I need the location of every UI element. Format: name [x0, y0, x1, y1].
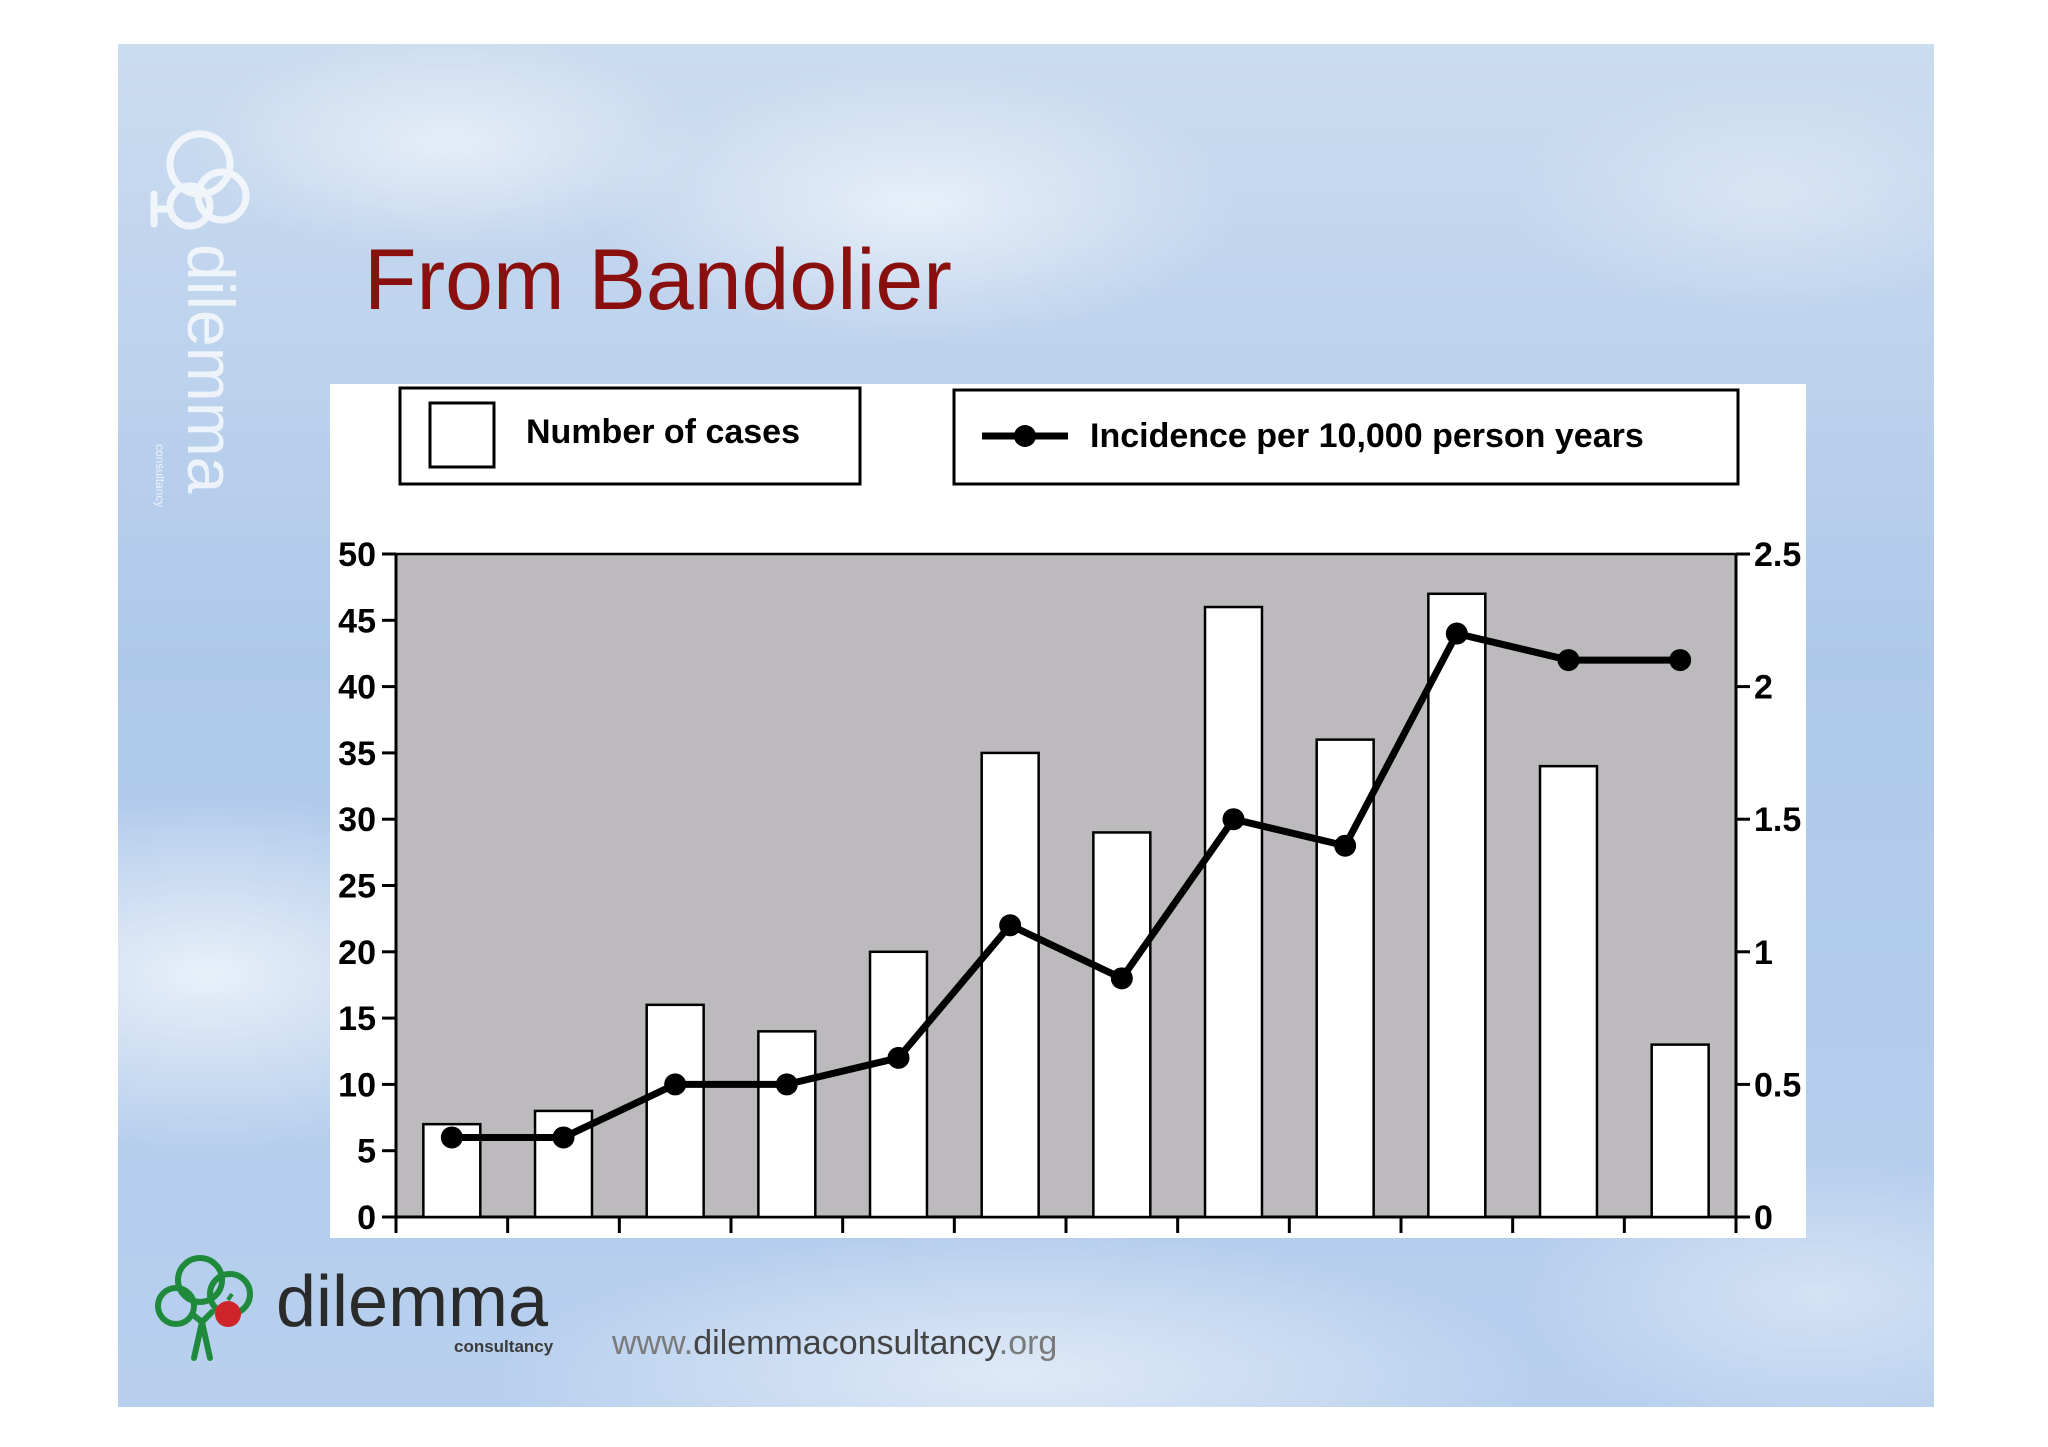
- incidence-point-1997: [1445, 622, 1468, 645]
- dilemma-side-logo: dilemma consultancy: [150, 130, 250, 507]
- svg-text:consultancy: consultancy: [153, 444, 167, 507]
- bars-group: [422, 592, 1710, 1219]
- bar-1999: [1650, 1043, 1710, 1219]
- x-tick-label: 1992: [861, 1237, 937, 1238]
- legend-label-cases: Number of cases: [526, 413, 800, 451]
- url-prefix: www.: [612, 1324, 694, 1362]
- left-tick-label: 35: [338, 735, 376, 773]
- dilemma-logo: dilemma consultancy: [155, 1255, 554, 1361]
- incidence-point-1993: [999, 914, 1022, 937]
- x-tick-label: 1994: [1084, 1237, 1160, 1238]
- legend-label-incidence: Incidence per 10,000 person years: [1090, 417, 1644, 455]
- legend-swatch-cases: [428, 401, 496, 469]
- bar-1993: [980, 751, 1040, 1219]
- left-tick-label: 20: [338, 934, 376, 972]
- brand-tagline: consultancy: [454, 1337, 554, 1356]
- left-tick-label: 40: [338, 669, 376, 707]
- x-tick-label: 1996: [1307, 1237, 1383, 1238]
- incidence-point-1998: [1557, 649, 1580, 672]
- website-url[interactable]: www.dilemmaconsultancy.org: [612, 1324, 1057, 1363]
- right-axis-ticks: 0 0.5 1 1.5 2 2.5: [1736, 536, 1801, 1237]
- plot-area: [394, 552, 1738, 1219]
- x-tick-label: 1991: [749, 1237, 825, 1238]
- url-suffix: .org: [998, 1324, 1058, 1362]
- right-tick-label: 0: [1754, 1199, 1773, 1237]
- left-tick-label: 30: [338, 801, 376, 839]
- brand-name: dilemma: [276, 1262, 549, 1342]
- right-tick-label: 1: [1754, 934, 1773, 972]
- legend-marker-incidence: [1014, 425, 1036, 447]
- x-tick-label: 1998: [1531, 1237, 1607, 1238]
- left-tick-label: 45: [338, 602, 376, 640]
- incidence-point-1990: [664, 1073, 687, 1096]
- left-axis-ticks: 0 5 10 15 20 25 30 35 40 45 50: [338, 536, 396, 1237]
- incidence-point-1991: [775, 1073, 798, 1096]
- incidence-point-1995: [1222, 808, 1245, 831]
- tree-icon: [155, 1255, 253, 1361]
- incidence-point-1992: [887, 1046, 910, 1069]
- bar-1991: [757, 1030, 817, 1219]
- slide-title: From Bandolier: [364, 232, 952, 328]
- right-tick-label: 2: [1754, 669, 1773, 707]
- chart-svg: Number of cases Incidence per 10,000 per…: [338, 386, 1801, 1238]
- bar-1998: [1538, 764, 1599, 1219]
- incidence-point-1999: [1669, 649, 1692, 672]
- svg-text:dilemma: dilemma: [174, 244, 248, 494]
- incidence-point-1989: [552, 1126, 575, 1149]
- x-tick-label: 1989: [526, 1237, 602, 1238]
- x-tick-label: 1995: [1196, 1237, 1272, 1238]
- left-tick-label: 0: [357, 1199, 376, 1237]
- incidence-point-1988: [440, 1126, 463, 1149]
- url-domain: dilemmaconsultancy: [693, 1324, 999, 1362]
- x-axis-ticks: 1988 1989 1990 1991 1992 1993 1994 1995 1996 1997…: [394, 1217, 1738, 1238]
- right-tick-label: 0.5: [1754, 1066, 1801, 1104]
- left-tick-label: 5: [357, 1133, 376, 1171]
- slide: dilemma consultancy From Bandolier Numbe…: [118, 44, 1934, 1407]
- left-tick-label: 15: [338, 1000, 376, 1038]
- x-tick-label: 1990: [637, 1237, 713, 1238]
- bar-1992: [868, 950, 929, 1219]
- chart: Number of cases Incidence per 10,000 per…: [330, 384, 1806, 1238]
- bar-1994: [1092, 831, 1152, 1219]
- incidence-point-1996: [1334, 834, 1357, 857]
- right-tick-label: 2.5: [1754, 536, 1801, 574]
- left-tick-label: 10: [338, 1066, 376, 1104]
- bar-1997: [1427, 592, 1487, 1219]
- incidence-point-1994: [1110, 967, 1133, 990]
- incidence-line: [451, 630, 1681, 1141]
- legend-box-incidence: [952, 388, 1740, 486]
- x-tick-label: 1988: [414, 1237, 490, 1238]
- x-tick-label: 1999: [1642, 1237, 1718, 1238]
- bar-1996: [1315, 738, 1375, 1219]
- bar-1995: [1203, 605, 1264, 1219]
- left-tick-label: 50: [338, 536, 376, 574]
- right-tick-label: 1.5: [1754, 801, 1801, 839]
- bar-1990: [645, 1003, 705, 1219]
- x-tick-label: 1993: [972, 1237, 1048, 1238]
- incidence-line-group: [440, 622, 1692, 1149]
- x-tick-label: 1997: [1419, 1237, 1495, 1238]
- left-tick-label: 25: [338, 868, 376, 906]
